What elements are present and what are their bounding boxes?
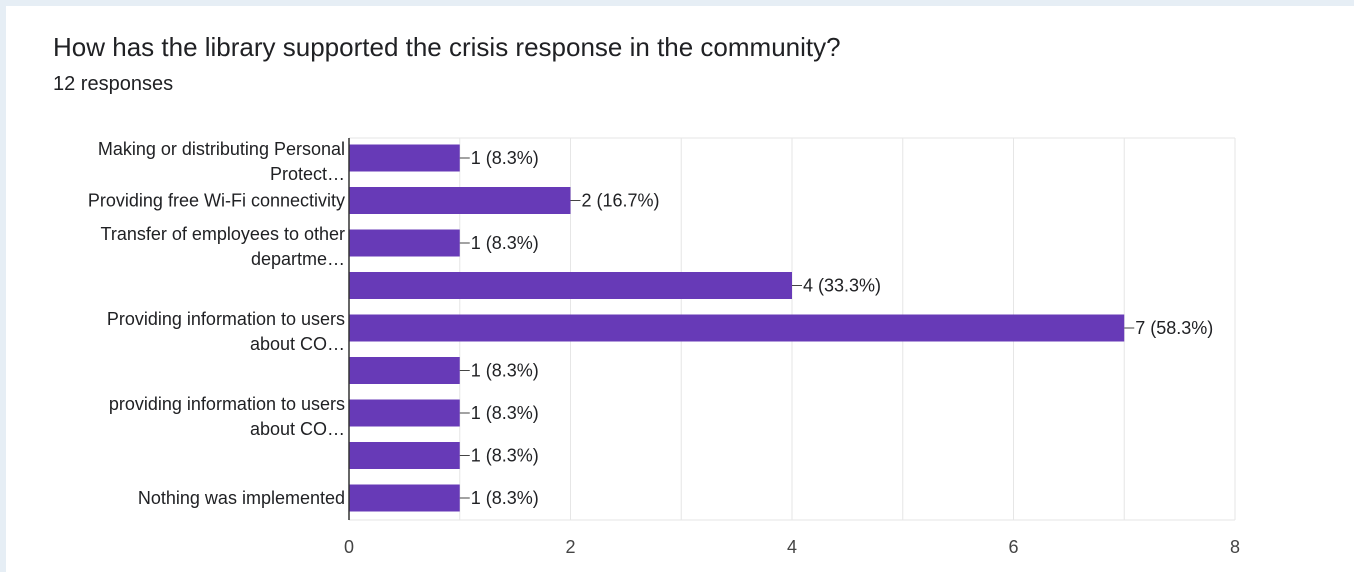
bar [349, 399, 460, 427]
category-label: providing information to users [109, 394, 345, 414]
category-label: Protect… [270, 164, 345, 184]
data-label: 1 (8.3%) [471, 403, 539, 423]
data-label: 1 (8.3%) [471, 488, 539, 508]
data-label: 1 (8.3%) [471, 446, 539, 466]
question-title: How has the library supported the crisis… [53, 32, 841, 62]
chart-card: How has the library supported the crisis… [6, 6, 1354, 572]
data-label: 2 (16.7%) [582, 191, 660, 211]
response-count: 12 responses [53, 73, 174, 95]
data-label: 7 (58.3%) [1135, 318, 1213, 338]
data-label: 1 (8.3%) [471, 148, 539, 168]
bar [349, 484, 460, 512]
category-label: Making or distributing Personal [98, 139, 345, 159]
x-tick-label: 2 [565, 537, 575, 557]
data-label: 4 (33.3%) [803, 276, 881, 296]
data-label: 1 (8.3%) [471, 233, 539, 253]
x-tick-label: 0 [344, 537, 354, 557]
category-label: about CO… [250, 334, 345, 354]
category-label: Nothing was implemented [138, 488, 345, 508]
bar [349, 144, 460, 172]
category-label: Providing information to users [107, 309, 345, 329]
category-label: Providing free Wi-Fi connectivity [88, 191, 345, 211]
x-tick-label: 4 [787, 537, 797, 557]
bar-chart: 0 2 4 6 8 1 (8.3%) Making or distributing Pers… [88, 137, 1240, 557]
x-tick-label: 8 [1230, 537, 1240, 557]
bar [349, 314, 1125, 342]
category-label: Transfer of employees to other [101, 224, 345, 244]
bar [349, 272, 792, 299]
bar [349, 187, 571, 214]
x-tick-label: 6 [1008, 537, 1018, 557]
category-label: about CO… [250, 419, 345, 439]
category-label: departme… [251, 249, 345, 269]
bar [349, 357, 460, 384]
bar [349, 229, 460, 257]
bar [349, 442, 460, 469]
data-label: 1 (8.3%) [471, 361, 539, 381]
